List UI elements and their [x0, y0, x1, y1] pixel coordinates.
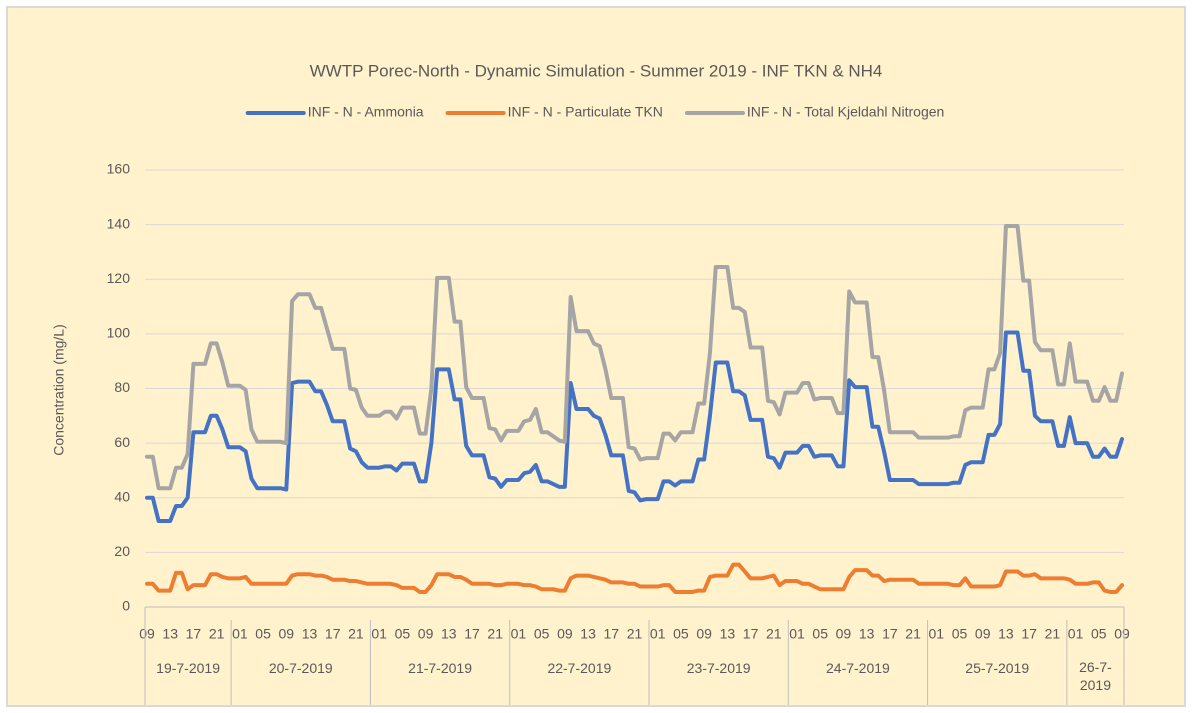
- x-tick-label: 17: [325, 626, 341, 642]
- x-tick-label: 17: [603, 626, 619, 642]
- chart-title: WWTP Porec-North - Dynamic Simulation - …: [310, 61, 883, 80]
- x-tick-label: 09: [836, 626, 852, 642]
- x-tick-label: 13: [998, 626, 1014, 642]
- x-tick-label: 05: [812, 626, 828, 642]
- x-tick-label: 13: [859, 626, 875, 642]
- x-tick-label: 13: [441, 626, 457, 642]
- x-tick-label: 09: [1114, 626, 1130, 642]
- x-group-label: 21-7-2019: [408, 660, 472, 676]
- legend-label: INF - N - Particulate TKN: [508, 104, 663, 120]
- legend-label: INF - N - Ammonia: [308, 104, 424, 120]
- chart-area: [6, 6, 1186, 707]
- x-tick-label: 21: [487, 626, 503, 642]
- x-group-label: 25-7-2019: [965, 660, 1030, 676]
- y-tick-label: 60: [114, 434, 130, 450]
- y-axis-label: Concentration (mg/L): [51, 324, 67, 456]
- x-group-label: 26-7-2019: [1079, 659, 1112, 693]
- x-tick-label: 17: [464, 626, 480, 642]
- x-tick-label: 13: [162, 626, 178, 642]
- y-tick-label: 20: [114, 543, 130, 559]
- data-line: [145, 223, 1124, 491]
- y-tick-label: 40: [114, 488, 130, 504]
- x-group-label: 24-7-2019: [826, 660, 890, 676]
- y-tick-label: 80: [114, 379, 130, 395]
- x-tick-label: 17: [882, 626, 898, 642]
- x-group-label: 20-7-2019: [268, 660, 333, 676]
- x-tick-label: 09: [557, 626, 573, 642]
- x-tick-label: 21: [1045, 626, 1061, 642]
- x-tick-label: 01: [1068, 626, 1084, 642]
- x-tick-label: 13: [580, 626, 596, 642]
- x-tick-label: 21: [766, 626, 782, 642]
- x-tick-label: 09: [696, 626, 712, 642]
- x-tick-label: 09: [139, 626, 155, 642]
- x-tick-label: 17: [186, 626, 202, 642]
- x-tick-label: 01: [789, 626, 805, 642]
- y-tick-label: 0: [122, 598, 130, 614]
- x-group-label: 19-7-2019: [156, 660, 220, 676]
- y-tick-label: 120: [107, 270, 131, 286]
- x-tick-label: 21: [209, 626, 225, 642]
- x-tick-label: 17: [1021, 626, 1037, 642]
- x-tick-label: 13: [720, 626, 736, 642]
- data-line: [145, 330, 1124, 523]
- x-tick-label: 21: [905, 626, 921, 642]
- y-tick-label: 160: [107, 161, 131, 177]
- x-tick-label: 01: [511, 626, 527, 642]
- x-tick-label: 17: [743, 626, 759, 642]
- x-group-label: 22-7-2019: [547, 660, 612, 676]
- x-tick-label: 21: [348, 626, 364, 642]
- data-line: [145, 562, 1124, 594]
- x-tick-label: 21: [627, 626, 643, 642]
- y-tick-label: 140: [107, 215, 131, 231]
- x-tick-label: 05: [255, 626, 271, 642]
- x-tick-label: 09: [418, 626, 434, 642]
- x-tick-label: 05: [534, 626, 550, 642]
- x-group-label: 23-7-2019: [686, 660, 751, 676]
- y-tick-label: 100: [107, 325, 131, 341]
- x-tick-label: 13: [302, 626, 318, 642]
- x-tick-label: 05: [952, 626, 968, 642]
- x-tick-label: 01: [232, 626, 248, 642]
- x-tick-label: 05: [673, 626, 689, 642]
- x-tick-label: 01: [650, 626, 666, 642]
- x-tick-label: 01: [371, 626, 387, 642]
- x-tick-label: 09: [278, 626, 294, 642]
- x-tick-label: 05: [395, 626, 411, 642]
- x-tick-label: 01: [928, 626, 944, 642]
- x-tick-label: 09: [975, 626, 991, 642]
- legend-label: INF - N - Total Kjeldahl Nitrogen: [747, 104, 944, 120]
- x-tick-label: 05: [1091, 626, 1107, 642]
